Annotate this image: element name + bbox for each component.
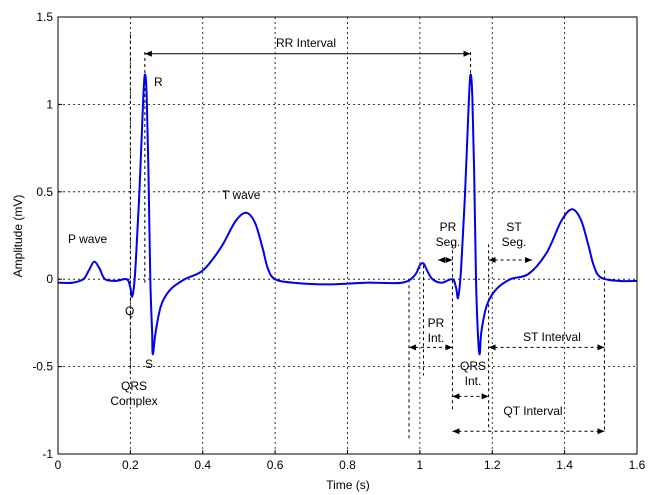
s-label: S xyxy=(145,357,153,371)
x-tick-label: 1.2 xyxy=(484,458,501,472)
qrs-complex-label-line1: QRS xyxy=(121,379,147,393)
axis-ticks: 0 0.2 0.4 0.6 0.8 1 1.2 1.4 1.6 -1 -0.5 0 0.5 1 1.5 xyxy=(32,10,645,472)
rr-interval-label: RR Interval xyxy=(276,36,336,50)
r-label: R xyxy=(154,75,163,89)
x-tick-label: 0.2 xyxy=(122,458,139,472)
qrs-complex-label-line2: Complex xyxy=(110,394,157,408)
y-tick-label: 0 xyxy=(46,272,53,286)
x-tick-label: 0 xyxy=(55,458,62,472)
reference-markers xyxy=(129,34,605,441)
y-tick-label: -1 xyxy=(42,447,53,461)
y-tick-label: 1.5 xyxy=(36,10,53,24)
grid xyxy=(58,17,637,454)
series-trace xyxy=(57,73,638,356)
pr-seg-label-line2: Seg. xyxy=(436,235,461,249)
y-tick-label: 1 xyxy=(46,97,53,111)
x-tick-label: 0.4 xyxy=(194,458,211,472)
x-tick-label: 1 xyxy=(417,458,424,472)
y-axis-label: Amplitude (mV) xyxy=(11,195,25,278)
pr-int-label-line2: Int. xyxy=(428,331,445,345)
x-tick-label: 0.8 xyxy=(339,458,356,472)
ecg-trace-line xyxy=(57,73,638,356)
t-wave-label: T wave xyxy=(222,188,261,202)
pr-int-label-line1: PR xyxy=(428,316,445,330)
qrs-int-label-line2: Int. xyxy=(465,374,482,388)
st-interval-label: ST Interval xyxy=(523,330,581,344)
st-seg-label-line2: Seg. xyxy=(502,235,527,249)
interval-arrows xyxy=(144,50,605,435)
pr-seg-label-line1: PR xyxy=(440,220,457,234)
x-tick-label: 1.4 xyxy=(556,458,573,472)
st-seg-label-line1: ST xyxy=(506,220,522,234)
p-wave-label: P wave xyxy=(68,232,107,246)
y-tick-label: 0.5 xyxy=(36,185,53,199)
qt-interval-label: QT Interval xyxy=(503,404,562,418)
x-tick-label: 1.6 xyxy=(629,458,646,472)
x-tick-label: 0.6 xyxy=(267,458,284,472)
qrs-int-label-line1: QRS xyxy=(460,359,486,373)
q-label: Q xyxy=(125,304,134,318)
y-tick-label: -0.5 xyxy=(32,360,53,374)
x-axis-label: Time (s) xyxy=(326,478,370,492)
